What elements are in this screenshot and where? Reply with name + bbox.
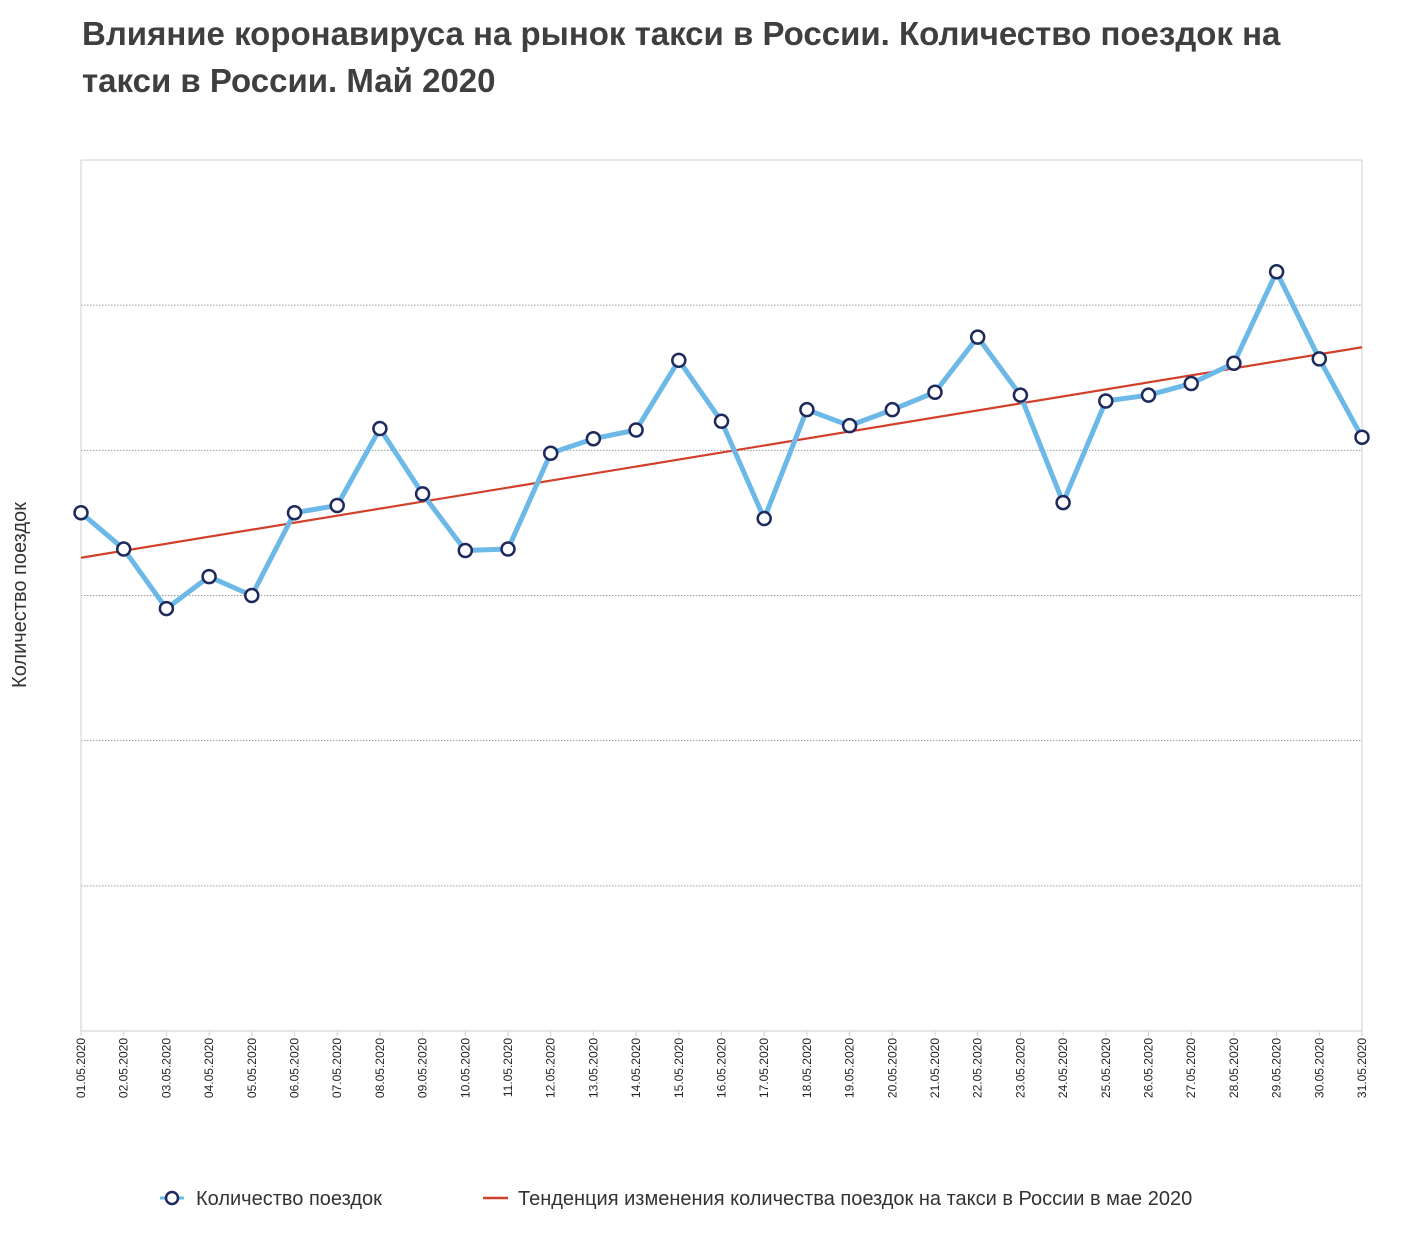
trips-series-line (78, 269, 1365, 612)
data-point-21.05.2020 (927, 384, 943, 401)
x-tick-label: 18.05.2020 (800, 1038, 814, 1098)
data-point-03.05.2020 (158, 600, 175, 617)
x-tick-label: 19.05.2020 (843, 1038, 857, 1098)
data-point-16.05.2020 (713, 413, 730, 430)
data-point-18.05.2020 (799, 401, 815, 418)
legend: Количество поездок Тенденция изменения к… (160, 1188, 1192, 1210)
trips-series (73, 264, 1370, 617)
data-point-31.05.2020 (1354, 429, 1370, 446)
x-tick-label: 14.05.2020 (629, 1038, 643, 1098)
x-tick-label: 24.05.2020 (1056, 1038, 1070, 1098)
x-tick-label: 15.05.2020 (672, 1038, 686, 1098)
x-tick-label: 11.05.2020 (501, 1038, 515, 1097)
x-tick-label: 09.05.2020 (416, 1038, 430, 1098)
x-tick-label: 08.05.2020 (373, 1038, 387, 1098)
data-point-12.05.2020 (542, 445, 559, 461)
x-tick-label: 03.05.2020 (159, 1038, 173, 1098)
x-tick-label: 26.05.2020 (1142, 1038, 1156, 1098)
data-point-05.05.2020 (244, 587, 260, 604)
data-point-10.05.2020 (457, 542, 474, 559)
x-tick-label: 25.05.2020 (1099, 1038, 1113, 1098)
data-point-11.05.2020 (500, 541, 516, 557)
data-point-13.05.2020 (585, 430, 602, 447)
legend-item-trend: Тенденция изменения количества поездок н… (483, 1188, 1192, 1210)
x-tick-label: 12.05.2020 (544, 1038, 558, 1098)
legend-trips-marker-swatch (164, 1190, 180, 1206)
data-point-24.05.2020 (1055, 494, 1071, 511)
data-point-25.05.2020 (1098, 393, 1114, 409)
x-tick-label: 02.05.2020 (117, 1038, 131, 1098)
y-axis-label: Количество поездок (9, 502, 31, 688)
data-point-27.05.2020 (1183, 375, 1199, 392)
data-point-30.05.2020 (1311, 351, 1328, 367)
data-point-22.05.2020 (969, 329, 986, 345)
x-tick-label: 07.05.2020 (330, 1038, 344, 1098)
x-tick-label: 22.05.2020 (971, 1038, 985, 1098)
legend-trend-label: Тенденция изменения количества поездок н… (518, 1188, 1192, 1210)
data-point-26.05.2020 (1140, 387, 1157, 403)
trendline (80, 346, 1363, 559)
chart-title: Влияние коронавируса на рынок такси в Ро… (82, 15, 1281, 99)
x-tick-label: 31.05.2020 (1355, 1038, 1369, 1098)
legend-item-trips: Количество поездок (160, 1188, 382, 1210)
data-point-14.05.2020 (628, 422, 644, 438)
x-tick-label: 30.05.2020 (1312, 1038, 1326, 1098)
data-point-19.05.2020 (841, 417, 858, 434)
x-tick-label: 05.05.2020 (245, 1038, 259, 1098)
x-tick-label: 17.05.2020 (757, 1038, 771, 1098)
x-axis-ticks (80, 1031, 1363, 1036)
data-point-29.05.2020 (1268, 264, 1285, 280)
data-point-04.05.2020 (201, 568, 217, 585)
data-point-06.05.2020 (286, 505, 303, 521)
x-tick-labels: 01.05.2020 02.05.2020 03.05.2020 04.05.2020… (74, 1038, 1369, 1098)
data-point-01.05.2020 (73, 505, 89, 521)
x-tick-label: 28.05.2020 (1227, 1038, 1241, 1098)
x-tick-label: 06.05.2020 (288, 1038, 302, 1098)
data-point-02.05.2020 (115, 541, 132, 557)
x-tick-label: 21.05.2020 (928, 1038, 942, 1098)
x-tick-label: 10.05.2020 (458, 1038, 472, 1098)
x-tick-label: 23.05.2020 (1013, 1038, 1027, 1098)
legend-trips-label: Количество поездок (196, 1188, 382, 1210)
trendline-series (80, 346, 1363, 559)
data-point-20.05.2020 (884, 401, 901, 418)
gridlines (81, 304, 1362, 887)
x-tick-label: 04.05.2020 (202, 1038, 216, 1098)
data-point-23.05.2020 (1012, 387, 1029, 403)
x-tick-label: 20.05.2020 (885, 1038, 899, 1098)
data-point-15.05.2020 (671, 352, 687, 369)
data-point-17.05.2020 (756, 510, 772, 527)
data-point-09.05.2020 (414, 486, 431, 502)
x-tick-label: 27.05.2020 (1184, 1038, 1198, 1098)
x-tick-label: 29.05.2020 (1270, 1038, 1284, 1098)
x-tick-label: 16.05.2020 (715, 1038, 729, 1098)
x-tick-label: 13.05.2020 (586, 1038, 600, 1098)
data-point-08.05.2020 (372, 420, 388, 437)
data-point-07.05.2020 (329, 497, 345, 514)
x-tick-label: 01.05.2020 (74, 1038, 88, 1098)
data-point-28.05.2020 (1226, 355, 1242, 371)
